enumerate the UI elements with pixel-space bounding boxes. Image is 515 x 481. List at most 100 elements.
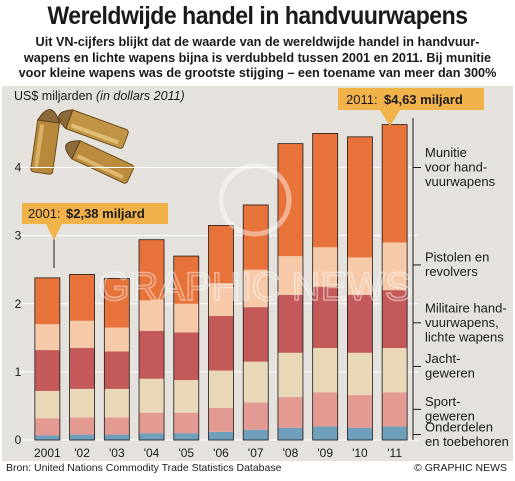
bar-segment: [208, 225, 234, 284]
bar-segment: [347, 294, 373, 353]
x-tick-label: '09: [317, 446, 333, 460]
legend-label: Munitie voor hand-vuurwapens: [425, 145, 496, 189]
bar-stack: [103, 278, 130, 441]
x-tick-label: '07: [248, 446, 264, 460]
x-tick-label: '08: [283, 446, 299, 460]
bar-segment: [347, 395, 373, 428]
bar-segment: [34, 435, 60, 440]
bar-segment: [173, 433, 199, 440]
x-tick-label: '04: [144, 446, 160, 460]
legend-label: Pistolen en revolvers: [425, 250, 489, 280]
bar-segment: [139, 331, 165, 379]
bar-segment: [139, 378, 165, 413]
legend-label-line: revolvers: [425, 264, 478, 279]
bar-segment: [34, 277, 60, 325]
bar-segment: [139, 300, 165, 331]
legend-label-line: geweren: [425, 366, 475, 381]
bar-segment: [104, 388, 130, 418]
bar-segment: [312, 426, 338, 440]
y-tick-label: 0: [15, 433, 22, 447]
bar-segment: [382, 426, 408, 440]
bar-segment: [69, 274, 95, 321]
unit-text: US$ miljarden: [14, 89, 93, 103]
watermark-text: GRAPHIC NEWS: [98, 265, 411, 309]
bar-segment: [243, 429, 269, 440]
bar-segment: [312, 348, 338, 393]
callout-2001: 2001: $2,38 miljard: [22, 203, 168, 268]
bar-segment: [243, 269, 269, 308]
callout-2011-year: 2011:: [346, 92, 378, 107]
bar-segment: [34, 418, 60, 436]
callout-2011: 2011: $4,63 miljard: [338, 88, 484, 126]
legend-label-line: Militaire hand-: [425, 300, 507, 315]
svg-text:2011:: 2011:: [346, 92, 378, 107]
subtitle-line: Uit VN-cijfers blijkt dat de waarde van …: [35, 34, 480, 49]
svg-text:2001:: 2001:: [28, 206, 61, 221]
bar-outline: [103, 278, 130, 441]
legend-label-line: Jacht-: [425, 351, 460, 366]
svg-text:$2,38 miljard: $2,38 miljard: [66, 206, 145, 221]
bar-segment: [104, 434, 130, 440]
bar-segment: [347, 427, 373, 440]
legend: Munitie voor hand-vuurwapens Pistolen en re…: [412, 118, 509, 449]
y-tick-label: 1: [15, 365, 22, 379]
legend-label: Onderdelen en toebehoren: [425, 419, 509, 449]
bar-segment: [347, 257, 373, 295]
bar-outline: [242, 204, 269, 441]
bar-segment: [347, 352, 373, 396]
legend-label-line: vuurwapens,: [425, 315, 499, 330]
bar-stack: [312, 133, 339, 441]
callout-2011-value: $4,63 miljard: [384, 92, 463, 107]
bars-group: [34, 124, 408, 441]
bar-segment: [312, 392, 338, 427]
bar-segment: [139, 412, 165, 434]
bar-segment: [104, 351, 130, 389]
bar-segment: [382, 348, 408, 393]
bar-outline: [138, 239, 165, 441]
y-tick-label: 2: [15, 297, 22, 311]
x-tick-label: 2001: [34, 446, 61, 460]
x-tick-label: '11: [387, 446, 402, 460]
y-tick-label: 3: [15, 229, 22, 243]
legend-label: Sport-geweren: [425, 394, 475, 424]
bar-segment: [382, 392, 408, 427]
bar-segment: [277, 143, 303, 257]
legend-label-line: Munitie: [425, 145, 467, 160]
watermark: GRAPHIC NEWS: [98, 163, 412, 310]
bar-segment: [69, 348, 95, 389]
y-axis-unit-label: US$ miljarden (in dollars 2011): [14, 89, 185, 103]
bar-segment: [69, 388, 95, 418]
bar-segment: [243, 307, 269, 362]
bar-segment: [312, 286, 338, 349]
x-tick-label: '10: [352, 446, 368, 460]
bar-outline: [347, 136, 373, 441]
unit-note: (in dollars 2011): [96, 89, 185, 103]
bar-outline: [277, 143, 304, 441]
legend-label: Jacht-geweren: [425, 351, 475, 381]
x-tick-label: '02: [74, 446, 90, 460]
y-tick-label: 4: [15, 161, 22, 175]
bar-segment: [34, 390, 60, 419]
bar-segment: [173, 380, 199, 413]
bar-outline: [208, 225, 234, 441]
bar-segment: [243, 204, 269, 270]
legend-label-line: lichte wapens: [425, 329, 504, 344]
x-tick-label: '06: [213, 446, 229, 460]
legend-label-line: Onderdelen: [425, 419, 493, 434]
legend-label-line: en toebehoren: [425, 434, 509, 449]
x-tick-labels: 2001 '02 '03 '04 '05 '06 '07 '08 '09 '10 '11: [34, 446, 402, 460]
bar-outline: [381, 124, 408, 441]
bar-segment: [277, 427, 303, 440]
legend-label: Militaire hand-vuurwapens, lichte wapens: [425, 300, 507, 344]
bar-stack: [173, 255, 200, 441]
subtitle: Uit VN-cijfers blijkt dat de waarde van …: [10, 34, 504, 81]
bar-outline: [173, 255, 200, 441]
bar-segment: [69, 434, 95, 440]
credit: © GRAPHIC NEWS: [414, 462, 507, 474]
bar-segment: [312, 133, 338, 248]
bar-segment: [104, 327, 130, 352]
bar-segment: [208, 407, 234, 432]
bar-segment: [312, 247, 338, 287]
svg-text:$4,63 miljard: $4,63 miljard: [384, 92, 463, 107]
bar-outline: [34, 277, 61, 441]
